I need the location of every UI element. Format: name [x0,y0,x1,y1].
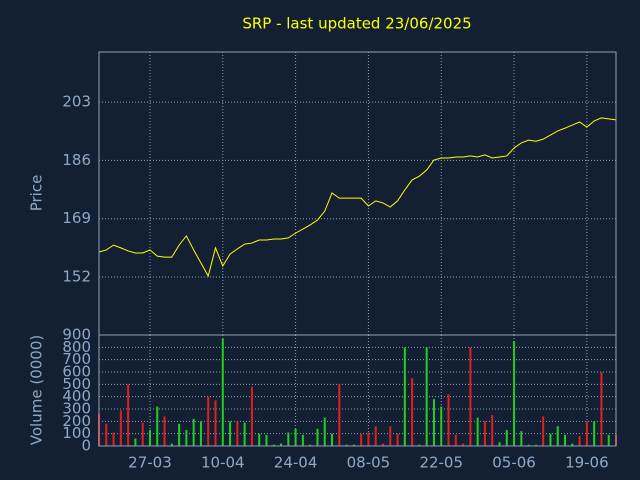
volume-bar [469,347,472,446]
volume-bar [556,426,559,446]
volume-bar [411,378,414,446]
x-tick-label: 24-04 [274,454,318,472]
volume-bar [585,421,588,446]
y-tick-label: 186 [62,151,91,169]
volume-bar [527,444,530,446]
volume-bar [105,423,108,446]
y-tick-label: 500 [62,375,91,393]
volume-bar [600,372,603,446]
volume-bar [185,429,188,446]
volume-bar [454,434,457,446]
volume-bar [578,436,581,446]
y-tick-label: 169 [62,209,91,227]
volume-bar [163,416,166,446]
x-tick-label: 19-06 [565,454,609,472]
volume-bar [316,428,319,446]
volume-bar [141,422,144,446]
volume-bar [192,418,195,446]
volume-bar [462,443,465,446]
y-tick-label: 900 [62,326,91,344]
volume-bar [338,384,341,446]
volume-bar [374,426,377,446]
volume-bar [483,421,486,446]
y-tick-label: 100 [62,424,91,442]
x-tick-label: 27-03 [128,454,172,472]
volume-bar [564,434,567,446]
volume-bar [403,347,406,446]
volume-bar [520,431,523,446]
volume-bar [280,443,283,446]
y-tick-label: 203 [62,93,91,111]
volume-bar [607,434,610,446]
volume-bar [440,406,443,446]
volume-bar [593,421,596,446]
volume-bar [352,444,355,446]
volume-bar [119,410,122,446]
volume-bar [432,399,435,446]
volume-bar [360,433,363,446]
volume-bar [272,444,275,446]
y-axis-label: Volume (0000) [28,335,46,445]
volume-bar [534,444,537,446]
y-tick-label: 300 [62,400,91,418]
volume-bar [396,433,399,446]
x-tick-label: 05-06 [492,454,536,472]
y-tick-label: 200 [62,412,91,430]
x-tick-label: 10-04 [201,454,245,472]
volume-bar [127,384,130,446]
volume-bar [258,433,261,446]
volume-bar [476,417,479,446]
volume-bar [221,338,224,446]
volume-bar [112,432,115,446]
volume-bar [301,434,304,446]
volume-bar [294,428,297,446]
y-tick-label: 800 [62,338,91,356]
volume-bar [265,434,268,446]
volume-bar [170,443,173,446]
volume-bar [178,423,181,446]
volume-bar [498,442,501,446]
volume-bar [207,396,210,446]
price-line [98,117,617,278]
volume-bar [243,422,246,446]
volume-bar [491,415,494,446]
x-tick-label: 22-05 [419,454,463,472]
chart-title: SRP - last updated 23/06/2025 [242,15,471,33]
y-tick-label: 0 [81,437,91,455]
volume-bar [418,444,421,446]
volume-bar [287,432,290,446]
plot-frame [98,334,617,447]
volume-bar [214,400,217,446]
volume-bar [549,433,552,446]
volume-bar [148,429,151,446]
volume-bar [367,432,370,446]
volume-bar [542,416,545,446]
volume-bar [425,347,428,446]
y-tick-label: 152 [62,268,91,286]
y-tick-label: 400 [62,387,91,405]
x-tick-label: 08-05 [347,454,391,472]
volume-bar [134,438,137,446]
volume-bar [309,444,312,446]
y-axis-label: Price [28,175,46,212]
volume-bar [323,417,326,446]
volume-bar [389,426,392,446]
volume-bar [331,433,334,446]
volume-bar [381,443,384,446]
y-tick-label: 600 [62,363,91,381]
volume-bar [229,421,232,446]
volume-bar [571,443,574,446]
volume-bar [156,406,159,446]
y-tick-label: 700 [62,350,91,368]
volume-bar [447,394,450,446]
volume-bar [250,386,253,446]
volume-bar [505,429,508,446]
volume-bar [345,444,348,446]
volume-bar [199,421,202,446]
volume-bar [513,341,516,446]
volume-bar [236,421,239,446]
